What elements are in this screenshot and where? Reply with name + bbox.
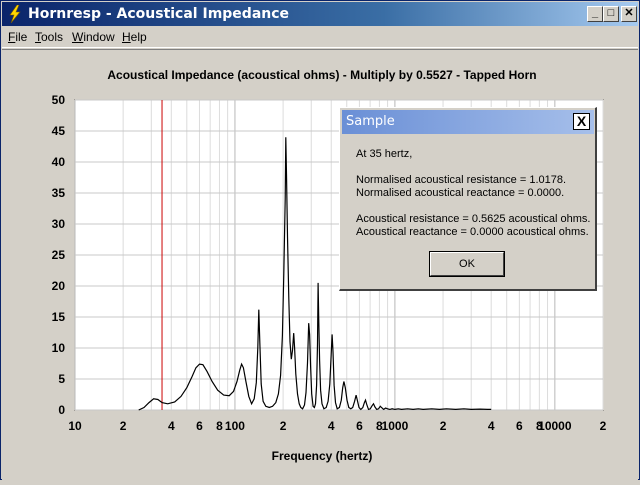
y-tick-label: 30 — [52, 217, 66, 231]
x-tick-label: 2 — [440, 419, 447, 433]
y-tick-label: 40 — [52, 155, 66, 169]
x-tick-label: 1000 — [382, 419, 409, 433]
sample-dialog: Sample X At 35 hertz, Normalised acousti… — [339, 107, 597, 291]
y-tick-label: 20 — [52, 279, 66, 293]
y-tick-label: 15 — [52, 310, 66, 324]
x-tick-label: 6 — [196, 419, 203, 433]
x-tick-label: 8 — [376, 419, 383, 433]
menu-tools[interactable]: Tools — [35, 30, 64, 44]
x-axis-label: Frequency (hertz) — [272, 449, 373, 463]
y-axis-ticks: 0 5 10 15 20 25 30 35 40 45 50 — [52, 93, 66, 417]
y-tick-label: 10 — [52, 341, 66, 355]
minimize-button[interactable]: _ — [587, 6, 603, 22]
dialog-resistance: Acoustical resistance = 0.5625 acoustica… — [356, 213, 591, 225]
x-tick-label: 4 — [328, 419, 335, 433]
ok-button[interactable]: OK — [429, 251, 505, 277]
menu-file[interactable]: File — [8, 30, 28, 44]
y-tick-label: 25 — [52, 248, 66, 262]
dialog-norm-reactance: Normalised acoustical reactance = 0.0000… — [356, 187, 565, 199]
y-tick-label: 50 — [52, 93, 66, 107]
dialog-title: Sample — [346, 114, 395, 129]
x-tick-label: 8 — [536, 419, 543, 433]
close-button[interactable]: ✕ — [621, 6, 637, 22]
lightning-icon — [9, 5, 21, 23]
y-tick-label: 5 — [58, 372, 65, 386]
x-tick-label: 2 — [280, 419, 287, 433]
title-bar[interactable]: Hornresp - Acoustical Impedance _ □ ✕ — [2, 2, 638, 26]
x-tick-label: 6 — [516, 419, 523, 433]
menu-bar: File Tools Window Help — [2, 27, 638, 48]
dialog-reactance: Acoustical reactance = 0.0000 acoustical… — [356, 226, 589, 238]
dialog-close-button[interactable]: X — [573, 113, 590, 130]
dialog-title-bar[interactable]: Sample X — [342, 110, 594, 134]
y-tick-label: 45 — [52, 124, 66, 138]
menu-help[interactable]: Help — [122, 30, 147, 44]
x-tick-label: 6 — [356, 419, 363, 433]
y-tick-label: 35 — [52, 186, 66, 200]
dialog-norm-resistance: Normalised acoustical resistance = 1.017… — [356, 174, 567, 186]
maximize-button[interactable]: □ — [603, 6, 619, 22]
x-tick-label: 4 — [168, 419, 175, 433]
x-tick-label: 100 — [225, 419, 245, 433]
x-tick-label: 2 — [600, 419, 607, 433]
x-tick-label: 8 — [216, 419, 223, 433]
x-tick-label: 2 — [120, 419, 127, 433]
x-tick-label: 10000 — [538, 419, 572, 433]
y-tick-label: 0 — [58, 403, 65, 417]
impedance-curve — [138, 137, 492, 411]
window-title: Hornresp - Acoustical Impedance — [28, 6, 290, 22]
chart-title: Acoustical Impedance (acoustical ohms) -… — [107, 68, 536, 82]
menu-window[interactable]: Window — [72, 30, 115, 44]
dialog-frequency-text: At 35 hertz, — [356, 148, 413, 160]
x-tick-label: 10 — [68, 419, 82, 433]
x-tick-label: 4 — [488, 419, 495, 433]
